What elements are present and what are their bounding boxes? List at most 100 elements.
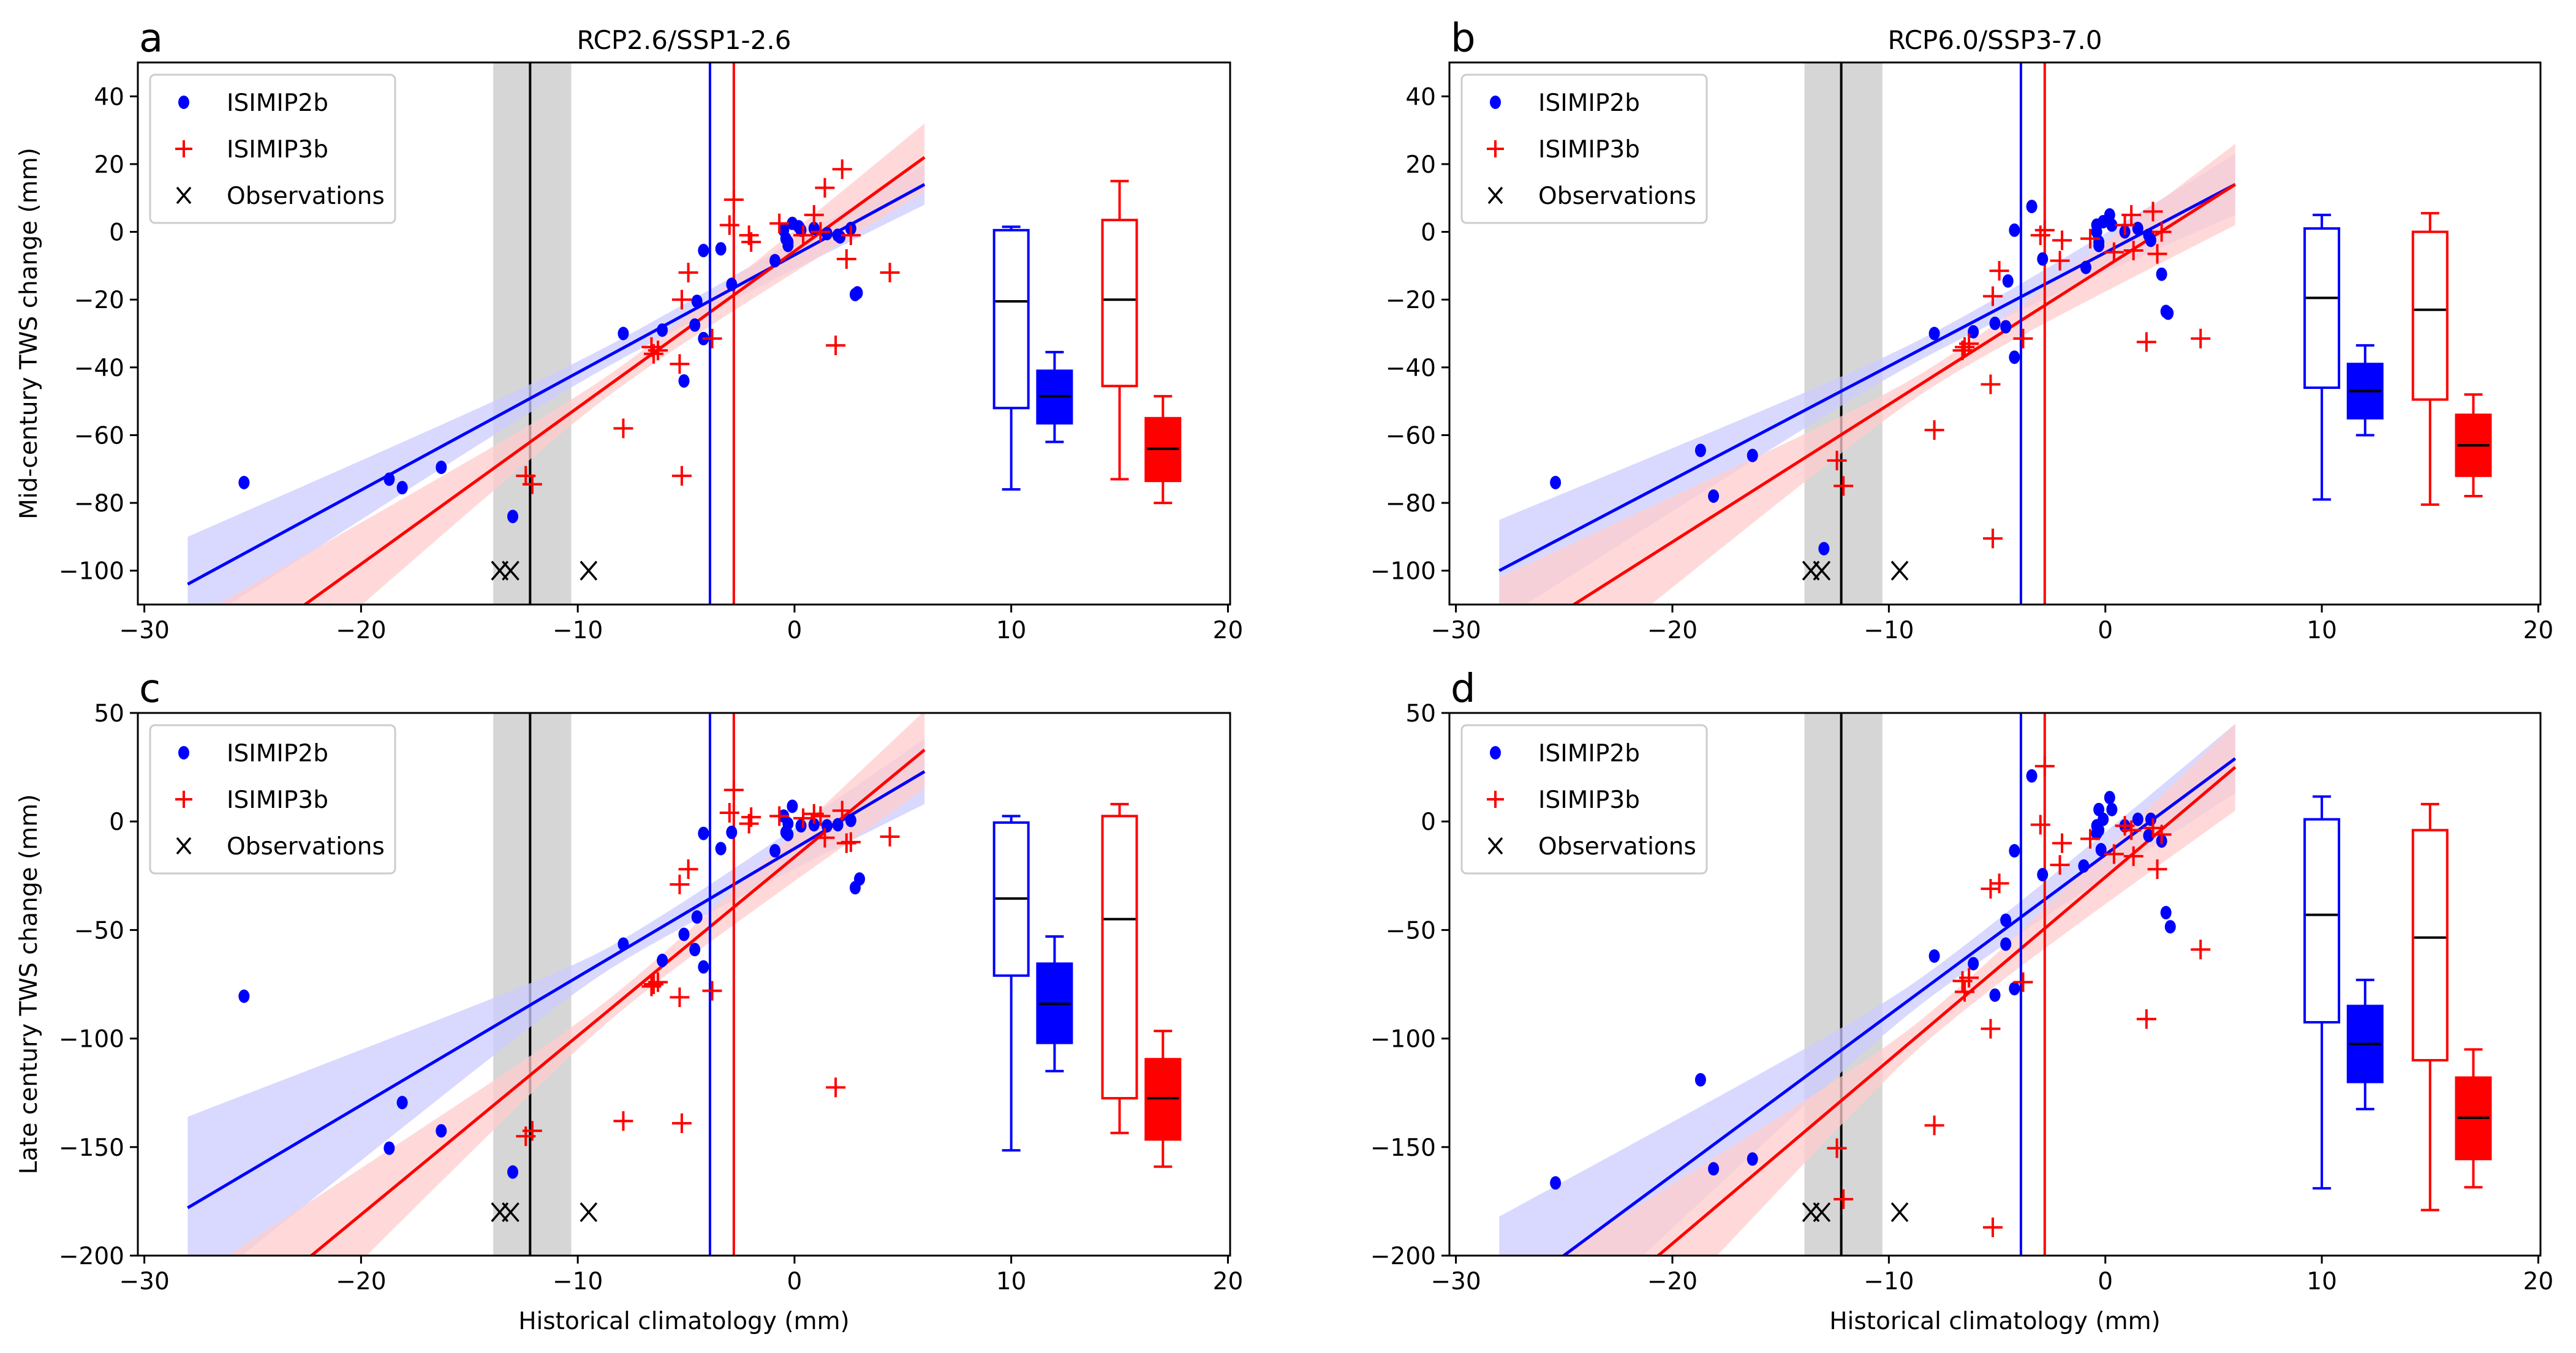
boxplot-isimip3b-hollow (1101, 179, 1138, 481)
isimip3b-point (2191, 940, 2211, 960)
isimip2b-point (691, 294, 703, 308)
isimip3b-point (793, 225, 814, 246)
isimip3b-point (643, 974, 663, 994)
isimip3b-point (2080, 228, 2100, 249)
legend-label: ISIMIP3b (227, 136, 328, 164)
isimip3b-point (1959, 334, 1979, 354)
isimip2b-point (2009, 844, 2020, 858)
x-tick-label: 10 (996, 617, 1027, 644)
legend-box (1460, 73, 1708, 224)
isimip2b-point (238, 475, 250, 489)
isimip2b-point (2104, 791, 2115, 805)
isimip2b-regression-line (1498, 183, 2236, 572)
isimip3b-point (815, 178, 835, 198)
isimip3b-point (702, 981, 722, 1001)
isimip3b-point (1827, 1138, 1847, 1158)
isimip3b-point (1982, 529, 2003, 549)
legend-x-icon (1487, 837, 1503, 855)
isimip3b-point (522, 474, 542, 494)
isimip2b-point (2143, 829, 2155, 843)
isimip3b-point (1989, 261, 2009, 281)
isimip2b-point (1928, 326, 1940, 341)
boxplot-isimip3b-hollow (2411, 212, 2449, 506)
legend-label: ISIMIP2b (1538, 740, 1640, 767)
x-tick-label: 10 (2306, 617, 2337, 644)
boxplot-isimip3b-filled (1144, 1030, 1182, 1168)
isimip2b-point (2145, 233, 2156, 247)
boxplot-isimip3b-filled (2455, 393, 2492, 497)
y-tick-label: −40 (74, 355, 124, 382)
isimip2b-point (834, 230, 846, 244)
legend-x-icon (176, 837, 192, 855)
panel-letter: c (139, 666, 161, 712)
isimip2b-point (2037, 868, 2049, 882)
x-tick-label: −10 (1864, 617, 1914, 644)
isimip3b-point (1989, 873, 2009, 894)
x-tick-label: −30 (119, 1268, 169, 1295)
isimip2b-point (2106, 218, 2118, 232)
legend-plus-icon (175, 140, 192, 157)
boxplot-isimip2b-filled (2346, 978, 2384, 1110)
isimip2b-point (1747, 448, 1758, 462)
isimip2b-point (689, 318, 701, 332)
legend-label: Observations (1538, 833, 1696, 861)
boxplot-isimip2b-hollow (992, 815, 1030, 1152)
isimip3b-point (741, 807, 761, 827)
isimip2b-point (2009, 982, 2020, 996)
isimip3b-point (1982, 1217, 2003, 1237)
legend-plus-icon (1487, 791, 1504, 808)
isimip2b-point (689, 943, 701, 957)
isimip2b-point (436, 460, 447, 474)
isimip3b-point (810, 222, 831, 242)
x-tick-label: −10 (1864, 1268, 1914, 1295)
y-tick-label: 0 (109, 808, 124, 836)
isimip2b-point (698, 960, 709, 974)
y-tick-label: −200 (1370, 1243, 1436, 1270)
y-axis-label: Late century TWS change (mm) (15, 794, 43, 1175)
isimip3b-point (670, 874, 690, 894)
isimip3b-point (671, 290, 692, 310)
x-tick-label: 10 (996, 1268, 1027, 1295)
legend-dot-icon (178, 96, 189, 109)
plot-area (187, 713, 1182, 1256)
isimip3b-point (671, 1113, 692, 1133)
isimip2b-point (2098, 812, 2109, 826)
isimip3b-point (2121, 820, 2142, 840)
observation-point (502, 1202, 519, 1223)
isimip2b-confidence-band (187, 739, 925, 1256)
y-tick-label: 50 (94, 700, 124, 728)
isimip2b-point (383, 1141, 395, 1155)
isimip2b-point (2156, 267, 2167, 281)
x-tick-label: 20 (2523, 617, 2554, 644)
isimip3b-point (2191, 328, 2211, 349)
isimip3b-point (719, 803, 739, 823)
y-tick-label: −80 (1386, 490, 1436, 518)
boxplot-isimip2b-hollow (2303, 795, 2341, 1190)
isimip3b-point (522, 1121, 542, 1141)
panel-letter: b (1451, 16, 1476, 61)
isimip2b-point (2078, 859, 2090, 873)
isimip3b-point (880, 262, 900, 282)
isimip2b-regression-line (1561, 757, 2237, 1256)
y-tick-label: −100 (1370, 1026, 1436, 1053)
isimip3b-point (741, 232, 761, 252)
isimip3b-point (2034, 756, 2055, 776)
isimip3b-point (2050, 251, 2070, 271)
isimip2b-point (2009, 223, 2020, 237)
legend-dot-icon (1490, 96, 1501, 109)
isimip2b-point (782, 238, 794, 252)
x-tick-label: −30 (119, 617, 169, 644)
isimip3b-point (2013, 328, 2033, 349)
isimip2b-point (821, 227, 833, 241)
panel-d: −30 −20 −10 0 10 20−200−150−100−50050dHistori… (1370, 666, 2553, 1335)
legend-label: Observations (227, 833, 385, 861)
isimip3b-point (2143, 202, 2163, 222)
legend: ISIMIP2b ISIMIP3b Observations (1460, 724, 1708, 875)
legend-plus-icon (175, 791, 192, 808)
isimip2b-point (507, 510, 519, 524)
isimip2b-point (2091, 225, 2102, 239)
isimip3b-point (678, 262, 698, 282)
isimip2b-point (2000, 320, 2012, 334)
